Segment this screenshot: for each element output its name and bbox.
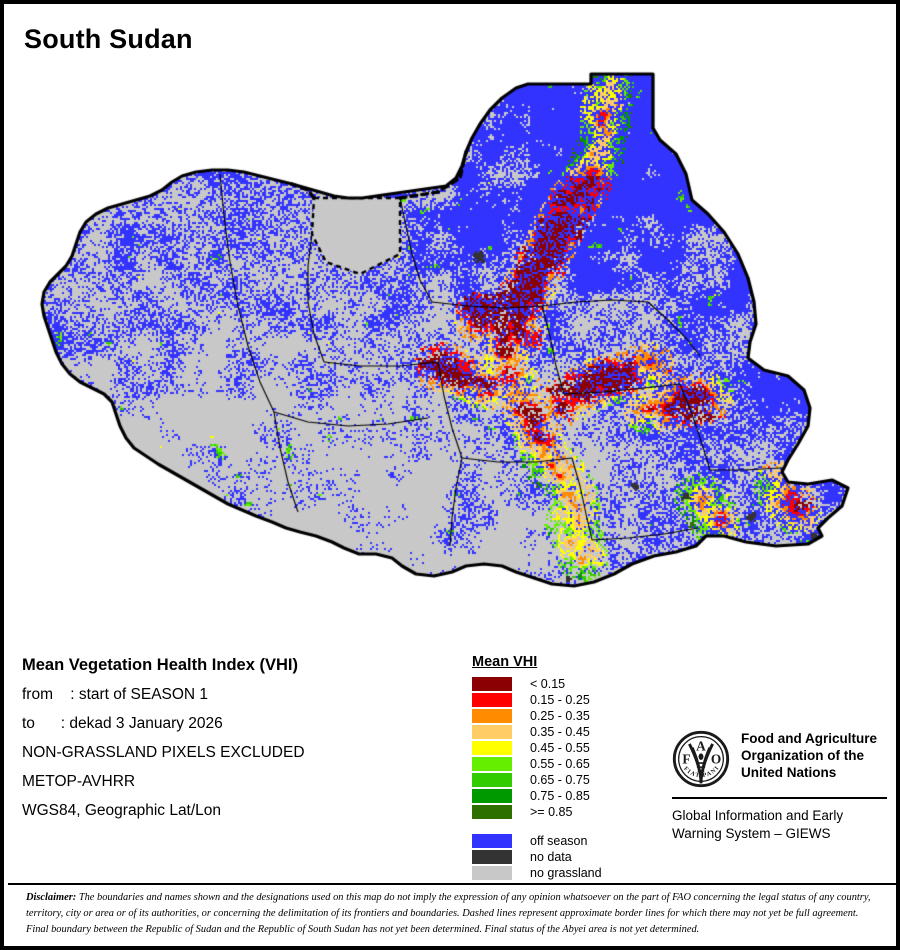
legend-item: off season <box>472 833 662 849</box>
info-header: Mean Vegetation Health Index (VHI) <box>22 656 298 674</box>
legend-swatch <box>472 693 512 707</box>
disclaimer-body: The boundaries and names shown and the d… <box>26 892 871 935</box>
legend-swatch <box>472 789 512 803</box>
map-legend: Mean VHI < 0.15 0.15 - 0.25 0.25 - 0.35 0.3… <box>472 654 662 881</box>
fao-divider <box>672 797 887 799</box>
disclaimer-text: Disclaimer: The boundaries and names sho… <box>26 890 882 937</box>
legend-swatch <box>472 834 512 848</box>
legend-item: 0.45 - 0.55 <box>472 740 662 756</box>
legend-title: Mean VHI <box>472 654 538 670</box>
legend-item: >= 0.85 <box>472 804 662 820</box>
legend-label: 0.55 - 0.65 <box>530 757 590 771</box>
legend-item: 0.35 - 0.45 <box>472 724 662 740</box>
svg-text:A: A <box>696 738 706 753</box>
legend-label: 0.45 - 0.55 <box>530 741 590 755</box>
fao-branding-block: F A O FIAT PANIS Food and Agriculture Or… <box>670 726 887 842</box>
map-info-block: Mean Vegetation Health Index (VHI) from … <box>22 656 452 831</box>
legend-label: off season <box>530 834 588 848</box>
legend-item: 0.15 - 0.25 <box>472 692 662 708</box>
disclaimer-divider <box>8 883 896 885</box>
legend-swatch <box>472 741 512 755</box>
legend-item: 0.75 - 0.85 <box>472 788 662 804</box>
legend-item: 0.55 - 0.65 <box>472 756 662 772</box>
legend-label: 0.65 - 0.75 <box>530 773 590 787</box>
fao-organization-name: Food and Agriculture Organization of the… <box>741 730 877 781</box>
giews-label: Global Information and Early Warning Sys… <box>672 807 887 842</box>
legend-label: 0.75 - 0.85 <box>530 789 590 803</box>
legend-swatch <box>472 805 512 819</box>
fao-org-line-1: Food and Agriculture <box>741 731 877 746</box>
legend-label: no grassland <box>530 866 602 880</box>
map-container[interactable] <box>8 66 896 646</box>
disclaimer-lead: Disclaimer: <box>26 892 77 903</box>
legend-label: 0.15 - 0.25 <box>530 693 590 707</box>
info-pixel-note: NON-GRASSLAND PIXELS EXCLUDED <box>22 744 305 761</box>
legend-item: no data <box>472 849 662 865</box>
legend-label: 0.35 - 0.45 <box>530 725 590 739</box>
south-sudan-vhi-map[interactable] <box>8 66 896 646</box>
legend-swatch <box>472 850 512 864</box>
legend-swatch <box>472 866 512 880</box>
info-projection: WGS84, Geographic Lat/Lon <box>22 802 222 819</box>
info-to: to : dekad 3 January 2026 <box>22 715 223 732</box>
legend-class-list: < 0.15 0.15 - 0.25 0.25 - 0.35 0.35 - 0.45 0… <box>472 676 662 820</box>
legend-spacer <box>472 820 662 833</box>
legend-label: no data <box>530 850 572 864</box>
legend-label: < 0.15 <box>530 677 566 691</box>
legend-swatch <box>472 709 512 723</box>
fao-org-line-3: United Nations <box>741 765 837 781</box>
giews-line-2: Warning System – GIEWS <box>672 825 831 841</box>
svg-text:F: F <box>682 752 690 767</box>
info-from: from : start of SEASON 1 <box>22 686 209 703</box>
fao-logo-icon: F A O FIAT PANIS <box>670 726 730 788</box>
legend-swatch <box>472 725 512 739</box>
legend-item: no grassland <box>472 865 662 881</box>
info-sensor: METOP-AVHRR <box>22 773 136 790</box>
svg-text:O: O <box>711 752 721 767</box>
legend-item: < 0.15 <box>472 676 662 692</box>
legend-item: 0.65 - 0.75 <box>472 772 662 788</box>
giews-line-1: Global Information and Early <box>672 808 844 823</box>
legend-item: 0.25 - 0.35 <box>472 708 662 724</box>
legend-swatch <box>472 677 512 691</box>
legend-special-list: off season no data no grassland <box>472 833 662 881</box>
legend-swatch <box>472 757 512 771</box>
legend-label: 0.25 - 0.35 <box>530 709 590 723</box>
legend-swatch <box>472 773 512 787</box>
legend-label: >= 0.85 <box>530 805 573 819</box>
page-title: South Sudan <box>24 24 193 54</box>
fao-org-line-2: Organization of the <box>741 748 864 764</box>
